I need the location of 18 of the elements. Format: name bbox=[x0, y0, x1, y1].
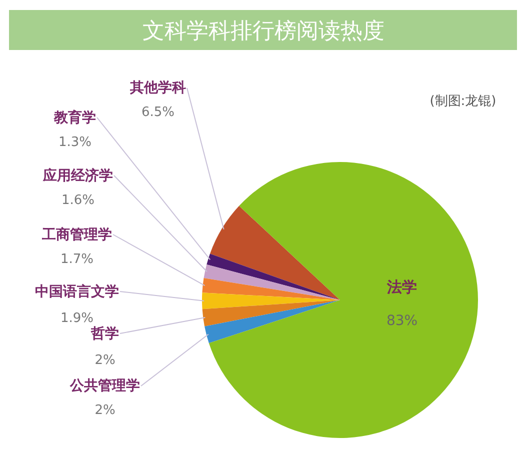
data-label: 6.5% bbox=[141, 105, 175, 120]
data-label: 1.7% bbox=[60, 252, 94, 267]
data-label: 2% bbox=[94, 353, 116, 368]
slice-label: 其他学科 bbox=[129, 80, 186, 96]
text: (制图:龙锟) bbox=[430, 94, 496, 109]
slice-label: 公共管理学 bbox=[69, 378, 140, 394]
slice-label: 教育学 bbox=[53, 109, 96, 126]
data-label: 2% bbox=[94, 403, 116, 418]
slice-label: 法学 bbox=[386, 278, 417, 296]
data-label: 1.3% bbox=[58, 135, 92, 150]
slice-label: 应用经济学 bbox=[42, 167, 113, 184]
chart-title: 文科学科排行榜阅读热度 bbox=[142, 19, 384, 44]
slice-label: 工商管理学 bbox=[41, 226, 112, 243]
data-label: 1.6% bbox=[61, 193, 95, 208]
data-label: 83% bbox=[386, 313, 418, 329]
data-label: 1.9% bbox=[60, 311, 94, 326]
slice-label: 中国语言文学 bbox=[35, 283, 119, 300]
slice-label: 哲学 bbox=[90, 325, 119, 342]
